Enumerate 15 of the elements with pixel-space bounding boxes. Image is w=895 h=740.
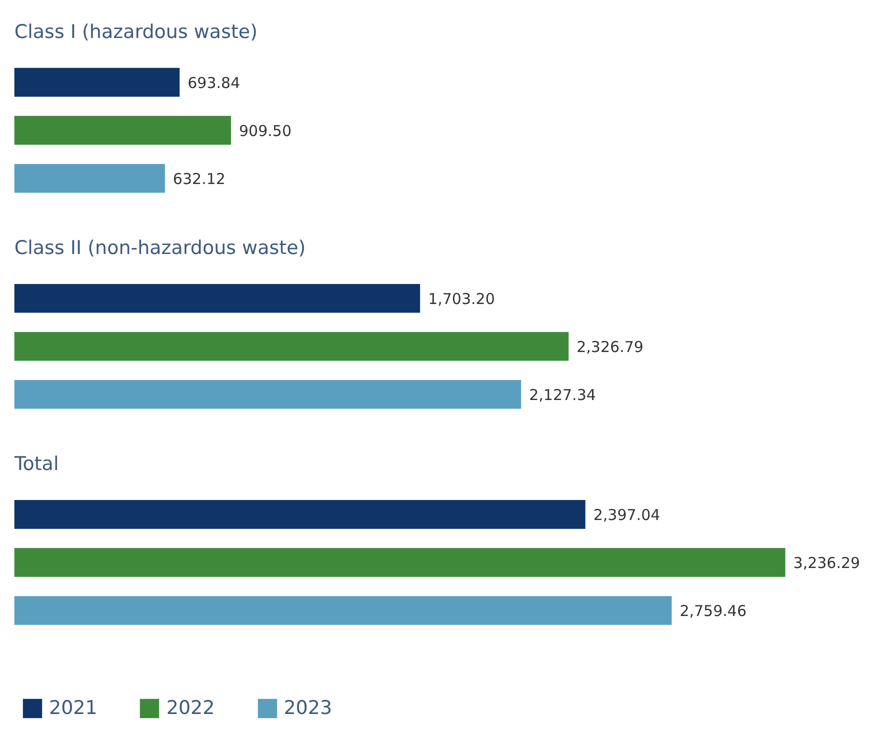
data-label: 2,759.46	[680, 602, 746, 620]
data-label: 632.12	[172, 170, 226, 188]
data-label: 2,397.04	[593, 506, 660, 524]
legend-label: 2021	[49, 697, 98, 719]
data-label: 3,236.29	[793, 554, 860, 572]
data-label: 2,326.79	[576, 338, 644, 356]
data-label: 693.84	[188, 74, 240, 92]
y-tick-label: Class I (hazardous waste)	[14, 20, 258, 43]
y-tick-label: Total	[13, 453, 59, 476]
legend-label: 2022	[166, 697, 215, 719]
data-label: 2,127.34	[529, 386, 596, 404]
y-tick-label: Class II (non-hazardous waste)	[14, 236, 306, 259]
data-label: 1,703.20	[428, 290, 495, 308]
legend-label: 2023	[284, 697, 332, 719]
data-label: 909.50	[239, 122, 292, 140]
